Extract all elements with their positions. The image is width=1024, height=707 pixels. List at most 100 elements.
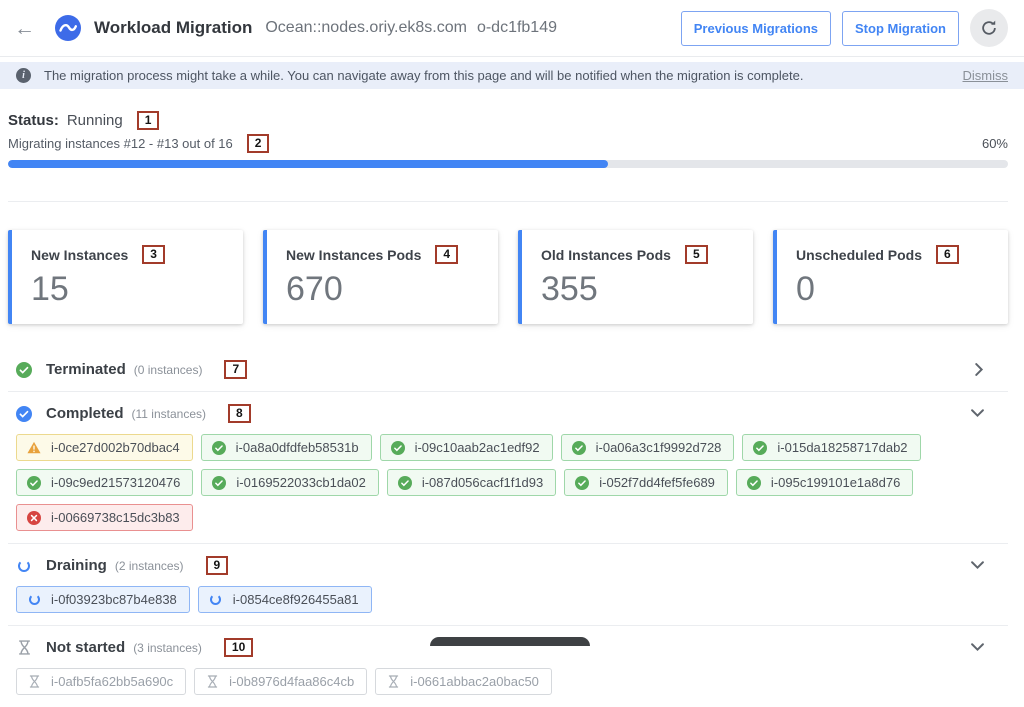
instance-chip[interactable]: i-0169522033cb1da02 (201, 469, 379, 497)
check-circle-icon (571, 440, 586, 455)
check-circle-icon (212, 475, 227, 490)
x-circle-icon (27, 510, 41, 525)
hourglass-icon (205, 675, 219, 689)
instance-id: i-052f7dd4fef5fe689 (599, 475, 715, 491)
section-completed: Completed (11 instances) 8 i-0ce27d002b7… (8, 392, 1008, 545)
migration-progress-row: Migrating instances #12 - #13 out of 16 … (8, 134, 1008, 153)
banner-text: The migration process might take a while… (44, 68, 804, 83)
completed-chip-list: i-0ce27d002b70dbac4 i-0a8a0dfdfeb58531b … (8, 434, 1008, 532)
annotation-box-6: 6 (936, 245, 959, 264)
check-circle-icon (746, 475, 761, 490)
instance-id: i-00669738c15dc3b83 (51, 510, 180, 526)
instance-chip[interactable]: i-0f03923bc87b4e838 (16, 586, 190, 614)
card-value: 15 (31, 270, 69, 308)
stat-cards: New Instances 3 15 New Instances Pods 4 … (8, 230, 1008, 325)
chevron-right-icon[interactable] (975, 363, 984, 376)
status-value: Running (66, 112, 123, 129)
card-label: New Instances (31, 246, 129, 263)
card-label: Old Instances Pods (541, 246, 671, 263)
check-circle-icon (16, 361, 32, 378)
section-terminated-header[interactable]: Terminated (0 instances) 7 (8, 360, 1008, 380)
instance-chip[interactable]: i-09c10aab2ac1edf92 (379, 434, 553, 462)
card-label: New Instances Pods (286, 246, 422, 263)
instance-id: i-0ce27d002b70dbac4 (51, 440, 180, 456)
cluster-name: Ocean::nodes.oriy.ek8s.com (265, 19, 467, 36)
check-circle-icon (27, 475, 41, 490)
card-label: Unscheduled Pods (796, 246, 923, 263)
hourglass-icon (27, 675, 41, 689)
instance-id: i-0854ce8f926455a81 (232, 592, 359, 608)
status-row: Status: Running 1 (8, 111, 1008, 130)
instance-chip[interactable]: i-0afb5fa62bb5a690c (16, 668, 187, 696)
bottom-toast-partial (430, 637, 590, 646)
progress-fill (8, 160, 608, 168)
instance-chip[interactable]: i-015da18258717dab2 (742, 434, 921, 462)
instance-id: i-0169522033cb1da02 (236, 475, 366, 491)
chevron-down-icon[interactable] (971, 643, 984, 652)
section-count: (11 instances) (131, 406, 206, 421)
annotation-box-10: 10 (223, 638, 254, 658)
check-circle-icon (753, 440, 768, 455)
instance-id: i-09c10aab2ac1edf92 (414, 440, 540, 456)
card-value: 670 (286, 270, 343, 308)
instance-chip[interactable]: i-0ce27d002b70dbac4 (16, 434, 193, 462)
previous-migrations-button[interactable]: Previous Migrations (680, 10, 831, 46)
instance-chip[interactable]: i-0854ce8f926455a81 (197, 586, 372, 614)
section-title: Terminated (46, 361, 126, 379)
check-circle-icon (16, 405, 32, 422)
info-icon: i (16, 68, 31, 83)
instance-id: i-087d056cacf1f1d93 (421, 475, 544, 491)
hourglass-icon (16, 640, 32, 656)
instance-id: i-0a06a3c1f9992d728 (595, 440, 722, 456)
stop-migration-button[interactable]: Stop Migration (842, 10, 959, 46)
instance-chip[interactable]: i-095c199101e1a8d76 (735, 469, 914, 497)
stat-card-new-instances-pods: New Instances Pods 4 670 (263, 230, 498, 325)
status-label: Status: (8, 112, 59, 129)
divider (8, 201, 1008, 202)
section-count: (3 instances) (133, 640, 202, 655)
breadcrumb: Ocean::nodes.oriy.ek8s.com o-dc1fb149 (265, 19, 567, 37)
warning-icon (27, 441, 41, 455)
instance-chip[interactable]: i-09c9ed21573120476 (16, 469, 194, 497)
spinner-icon (209, 593, 223, 607)
instance-chip[interactable]: i-00669738c15dc3b83 (16, 504, 193, 532)
annotation-box-8: 8 (228, 404, 251, 424)
hourglass-icon (386, 675, 400, 689)
check-circle-icon (211, 440, 226, 455)
spinner-icon (16, 558, 32, 574)
annotation-box-2: 2 (246, 134, 270, 153)
section-count: (2 instances) (114, 558, 184, 573)
page-header: ← Workload Migration Ocean::nodes.oriy.e… (0, 0, 1024, 57)
annotation-box-4: 4 (435, 245, 459, 264)
section-draining-header[interactable]: Draining (2 instances) 9 (8, 556, 1008, 576)
check-circle-icon (575, 475, 590, 490)
instance-chip[interactable]: i-087d056cacf1f1d93 (386, 469, 557, 497)
back-arrow-icon[interactable]: ← (14, 16, 35, 40)
section-completed-header[interactable]: Completed (11 instances) 8 (8, 404, 1008, 424)
section-title: Draining (46, 557, 107, 575)
card-value: 0 (796, 270, 815, 308)
instance-chip[interactable]: i-052f7dd4fef5fe689 (564, 469, 728, 497)
instance-id: i-015da18258717dab2 (777, 440, 908, 456)
ocean-id: o-dc1fb149 (476, 19, 557, 36)
card-value: 355 (541, 270, 598, 308)
progress-percent: 60% (981, 136, 1008, 151)
instance-chip[interactable]: i-0a8a0dfdfeb58531b (200, 434, 372, 462)
annotation-box-7: 7 (224, 360, 248, 380)
instance-id: i-0afb5fa62bb5a690c (51, 674, 174, 690)
section-terminated: Terminated (0 instances) 7 (8, 348, 1008, 393)
instance-id: i-0a8a0dfdfeb58531b (235, 440, 359, 456)
ocean-logo-icon (55, 15, 81, 41)
instance-chip[interactable]: i-0a06a3c1f9992d728 (560, 434, 735, 462)
chevron-down-icon[interactable] (971, 409, 984, 418)
not-started-chip-list: i-0afb5fa62bb5a690c i-0b8976d4faa86c4cb … (8, 668, 1008, 696)
section-draining: Draining (2 instances) 9 i-0f03923bc87b4… (8, 544, 1008, 627)
instance-id: i-095c199101e1a8d76 (770, 475, 901, 491)
instance-chip[interactable]: i-0b8976d4faa86c4cb (194, 668, 368, 696)
chevron-down-icon[interactable] (971, 561, 984, 570)
refresh-button[interactable] (970, 9, 1008, 47)
page-title: Workload Migration (94, 18, 253, 37)
stat-card-unscheduled-pods: Unscheduled Pods 6 0 (773, 230, 1008, 325)
dismiss-link[interactable]: Dismiss (962, 68, 1009, 83)
instance-chip[interactable]: i-0661abbac2a0bac50 (375, 668, 552, 696)
